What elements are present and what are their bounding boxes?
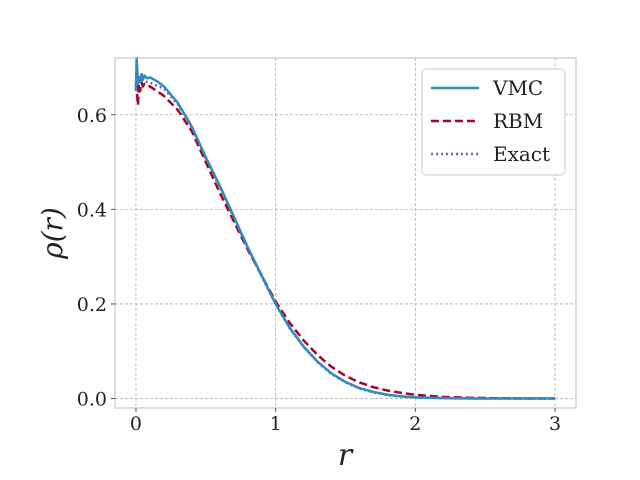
- y-tick-label: 0.2: [77, 294, 107, 316]
- series-lines: [134, 56, 556, 400]
- legend-label-rbm: RBM: [493, 109, 543, 133]
- y-axis-label: ρ(r): [36, 207, 69, 260]
- x-tick-label: 2: [409, 413, 421, 435]
- series-line-vmc: [134, 56, 556, 400]
- legend-box: [421, 68, 566, 176]
- y-tick-label: 0.6: [77, 105, 107, 127]
- y-tick-label: 0.0: [77, 389, 107, 411]
- legend-label-vmc: VMC: [492, 76, 543, 100]
- series-line-rbm: [134, 70, 556, 400]
- x-axis-label: r: [338, 438, 354, 473]
- x-tick-label: 3: [549, 413, 561, 435]
- axes-frame: [114, 57, 577, 409]
- axes-border: [114, 57, 577, 409]
- legend-label-exact: Exact: [493, 142, 550, 166]
- x-tick-label: 1: [270, 413, 282, 435]
- y-tick-label: 0.4: [77, 199, 107, 221]
- x-tick-label: 0: [130, 413, 142, 435]
- x-axis-ticks: 0 1 2 3: [130, 408, 561, 435]
- y-axis-ticks: 0.0 0.2 0.4 0.6: [77, 105, 115, 411]
- legend: VMC RBM Exact: [421, 68, 566, 176]
